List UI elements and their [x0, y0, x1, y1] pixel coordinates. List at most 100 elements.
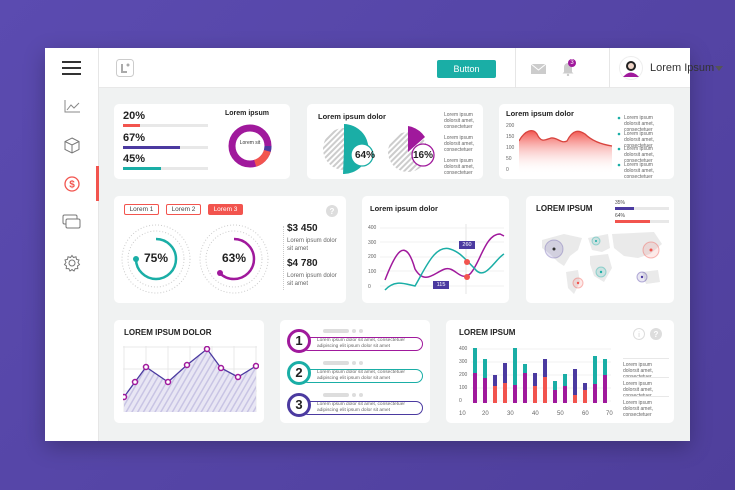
- y-tick: 200: [506, 123, 515, 129]
- help-icon[interactable]: ?: [326, 205, 338, 217]
- active-indicator: [96, 166, 99, 201]
- cards-icon[interactable]: [62, 214, 82, 230]
- legend-item: Lorem ipsum dolorsit amet, consectetuer: [624, 115, 655, 133]
- progress-bar: [615, 220, 669, 223]
- line-area-chart: [123, 346, 259, 412]
- svg-text:?: ?: [654, 330, 659, 339]
- bar-label: 64%: [615, 213, 626, 219]
- step-number: 3: [287, 393, 311, 417]
- bar-label: 67%: [123, 132, 146, 144]
- user-name[interactable]: Lorem Ipsum: [650, 62, 715, 74]
- step-3[interactable]: 3 Lorem ipsum dolor sit amet, consectetu…: [287, 393, 423, 417]
- hamburger-icon[interactable]: [62, 61, 82, 75]
- y-tick: 200: [368, 254, 377, 260]
- tab-lorem-1[interactable]: Lorem 1: [124, 204, 159, 215]
- step-number: 1: [287, 329, 311, 353]
- pie-value: 16%: [413, 150, 434, 161]
- progress-bar: [123, 124, 208, 127]
- card-title: Lorem ipsum dolor: [506, 109, 574, 118]
- logo-icon: [116, 59, 134, 77]
- legend-item: Lorem ipsum dolorsit amet, consectetuer: [444, 158, 475, 176]
- y-tick: 100: [368, 269, 377, 275]
- bullet-icon: [617, 116, 621, 167]
- sidebar: $: [45, 48, 99, 441]
- card-title: Lorem ipsum dolor: [318, 112, 386, 121]
- stat-value: $3 450: [287, 223, 318, 234]
- tab-lorem-2[interactable]: Lorem 2: [166, 204, 201, 215]
- card-title: LOREM IPSUM: [536, 204, 593, 213]
- legend-item: Lorem ipsum dolorsit amet, consectetuer: [444, 112, 475, 130]
- bar-label: 35%: [615, 200, 626, 206]
- info-icon[interactable]: i: [633, 328, 645, 340]
- legend-divider: [623, 358, 669, 359]
- y-tick: 300: [368, 240, 377, 246]
- avatar[interactable]: [619, 56, 643, 80]
- progress-bar: [123, 167, 208, 170]
- step-number: 2: [287, 361, 311, 385]
- x-tick: 70: [606, 411, 613, 417]
- donut-chart: [228, 124, 272, 168]
- y-tick: 0: [368, 284, 371, 290]
- x-tick: 10: [459, 411, 466, 417]
- gauges-card: Lorem 1 Lorem 2 Lorem 3 ? 75% 63% $3 450…: [114, 196, 346, 303]
- stacked-bar-chart: [471, 348, 611, 403]
- progress-card: 20% 67% 45% Lorem ipsum Lorem sit: [114, 104, 290, 179]
- y-tick: 0: [506, 167, 509, 173]
- tab-lorem-3[interactable]: Lorem 3: [208, 204, 243, 215]
- world-map: [542, 232, 662, 294]
- gauge-75: [121, 224, 191, 294]
- legend-item: Lorem ipsum dolorsit amet, consectetuer: [624, 146, 655, 164]
- y-tick: 150: [506, 134, 515, 140]
- divider: [609, 48, 610, 88]
- legend-item: Lorem ipsum dolorsit amet, consectetuer: [624, 131, 655, 149]
- donut-title: Lorem ipsum: [225, 110, 269, 117]
- help-icon[interactable]: ?: [650, 328, 662, 340]
- stat-desc: Lorem ipsum dolor sit amet: [287, 238, 337, 252]
- donut-center-label: Lorem sit: [239, 140, 261, 146]
- legend-item: Lorem ipsum dolorsit amet, consectetuer: [624, 162, 655, 180]
- x-tick: 50: [557, 411, 564, 417]
- svg-text:i: i: [638, 332, 640, 339]
- pie-value: 64%: [355, 150, 376, 161]
- y-tick: 200: [459, 372, 468, 378]
- y-tick: 100: [459, 385, 468, 391]
- legend-divider: [623, 396, 669, 397]
- primary-button[interactable]: Button: [437, 60, 496, 78]
- cube-icon[interactable]: [64, 137, 80, 154]
- line-chart-icon[interactable]: [64, 99, 81, 113]
- svg-text:$: $: [69, 180, 75, 191]
- card-title: Lorem ipsum dolor: [370, 204, 438, 213]
- y-tick: 50: [506, 156, 512, 162]
- card-title: LOREM IPSUM DOLOR: [124, 328, 212, 337]
- line-chart: [380, 224, 505, 294]
- area-chart-card: Lorem ipsum dolor 200 150 100 50 0 Lorem…: [499, 104, 674, 180]
- y-tick: 100: [506, 145, 515, 151]
- pie-card: Lorem ipsum dolor 64% 16% Lorem ipsum do…: [307, 104, 483, 179]
- dollar-icon[interactable]: $: [64, 176, 80, 192]
- stat-desc: Lorem ipsum dolor sit amet: [287, 273, 337, 287]
- divider: [283, 226, 284, 290]
- x-tick: 20: [482, 411, 489, 417]
- step-text: Lorem ipsum dolor sit amet, consectetuer…: [317, 402, 405, 413]
- chevron-down-icon[interactable]: [715, 66, 723, 72]
- gauge-value: 63%: [222, 251, 247, 265]
- step-2[interactable]: 2 Lorem ipsum dolor sit amet, consectetu…: [287, 361, 423, 385]
- line-chart-card: Lorem ipsum dolor 400 300 200 100 0 260 …: [362, 196, 509, 303]
- legend-item: Lorem ipsum dolorsit amet, consectetuer: [623, 400, 654, 418]
- y-tick: 400: [368, 225, 377, 231]
- top-bar: Button 3 Lorem Ipsum: [99, 48, 723, 88]
- step-text: Lorem ipsum dolor sit amet, consectetuer…: [317, 338, 405, 349]
- progress-bar: [123, 146, 208, 149]
- stat-value: $4 780: [287, 258, 318, 269]
- y-tick: 300: [459, 359, 468, 365]
- mail-icon[interactable]: [531, 64, 546, 74]
- gear-icon[interactable]: [63, 254, 81, 272]
- step-1[interactable]: 1 Lorem ipsum dolor sit amet, consectetu…: [287, 329, 423, 353]
- x-tick: 30: [507, 411, 514, 417]
- tooltip-low: 115: [433, 281, 449, 289]
- world-map-card: LOREM IPSUM 35% 64%: [526, 196, 674, 303]
- y-tick: 0: [459, 398, 462, 404]
- svg-text:?: ?: [330, 207, 335, 216]
- gauge-63: [199, 224, 269, 294]
- bar-label: 20%: [123, 110, 146, 122]
